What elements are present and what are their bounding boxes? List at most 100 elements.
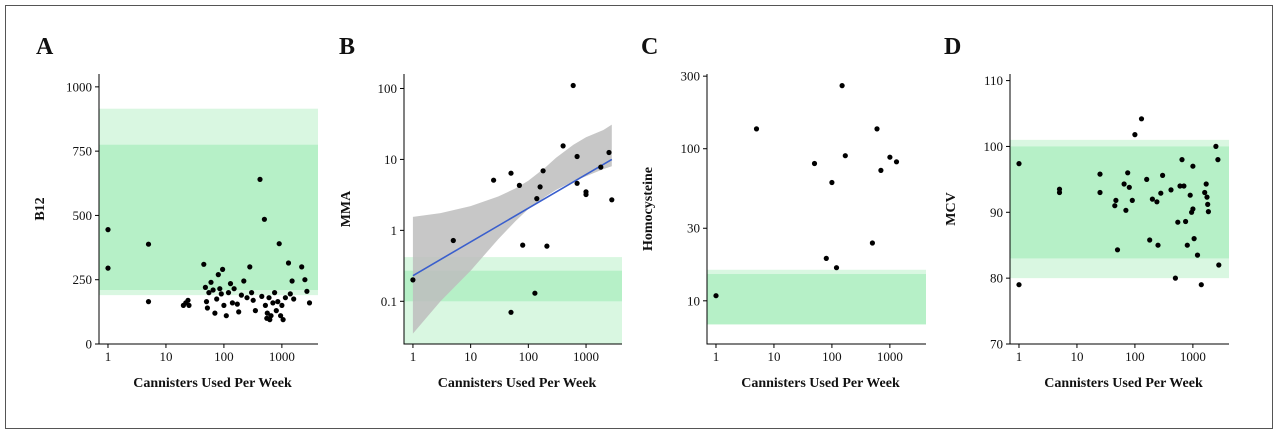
data-point [1183,218,1189,225]
data-point [1160,172,1166,178]
data-point [1190,163,1196,169]
reference-band [99,144,318,290]
data-point [304,288,310,294]
data-point [1016,161,1022,167]
data-point [214,296,220,302]
data-point [272,290,278,296]
data-point [1204,194,1210,200]
x-tick-label: 10 [767,349,780,364]
data-point [299,264,305,270]
data-point [185,297,191,303]
data-point [410,277,416,283]
data-point [583,189,589,195]
data-point [1187,192,1193,198]
data-point [1016,282,1022,288]
data-point [212,310,218,316]
data-point [1158,190,1164,196]
data-point [1114,247,1121,253]
data-point [105,265,111,271]
panel-b: 1 10 100 1000 0.1 1 10 100 Cannisters Used Per W… [339,34,622,391]
x-tick-label: 10 [1070,349,1083,364]
data-point [186,302,192,308]
data-point [606,149,612,156]
data-point [252,308,258,314]
data-point [201,261,207,267]
data-point [1097,171,1103,177]
data-point [221,302,227,308]
y-tick-label: 0 [86,337,93,352]
data-point [1203,181,1209,187]
data-point [218,291,224,297]
data-point [247,264,253,270]
data-point [491,177,497,183]
data-point [203,299,210,305]
data-point [1205,209,1211,215]
x-tick-label: 1000 [877,349,903,364]
data-point [268,313,274,319]
data-point [534,196,540,202]
data-point [811,160,818,167]
x-tick-label: 1000 [573,349,599,364]
panel-a: 1 10 100 1000 0 250 500 750 1000 Cannisters Used … [33,34,318,391]
reference-band [1010,146,1229,259]
data-point [273,308,279,314]
y-tick-label: 250 [73,272,93,287]
data-point [259,293,265,299]
data-point [241,278,247,284]
data-point [204,305,210,311]
data-point [1056,189,1063,196]
data-point [1179,157,1185,163]
y-tick-label: 100 [984,139,1004,154]
panel-letter: A [36,34,54,60]
data-point [236,309,242,315]
x-tick-label: 1 [713,349,720,364]
x-tick-label: 100 [1125,349,1145,364]
data-point [210,287,216,293]
x-tick-label: 1000 [269,349,295,364]
data-point [1144,176,1150,182]
data-point [229,300,235,306]
data-point [516,182,523,188]
x-axis-title: Cannisters Used Per Week [1044,376,1203,391]
data-point [1168,187,1174,193]
data-point [1121,181,1127,187]
data-point [609,197,615,203]
x-tick-label: 10 [464,349,477,364]
data-point [291,296,297,302]
data-point [306,300,313,306]
data-point [893,159,900,165]
data-point [1097,189,1103,196]
data-point [540,168,546,174]
data-point [874,126,880,132]
data-point [280,317,286,323]
data-point [262,302,268,308]
x-axis-title: Cannisters Used Per Week [438,376,597,391]
data-point [266,295,272,301]
x-axis-title: Cannisters Used Per Week [741,376,900,391]
y-tick-label: 30 [687,221,700,236]
y-tick-label: 90 [990,205,1003,220]
data-point [244,295,250,301]
data-point [279,302,285,308]
panel-letter: B [339,34,355,60]
x-tick-label: 1000 [1180,349,1206,364]
x-tick-label: 100 [519,349,539,364]
x-tick-label: 1 [410,349,417,364]
data-point [1172,275,1178,281]
confidence-band [412,124,612,334]
data-point [574,153,580,160]
panel-letter: C [641,34,658,60]
y-tick-label: 100 [378,81,398,96]
y-tick-label: 70 [990,337,1003,352]
y-tick-label: 300 [681,69,701,84]
data-point [285,260,292,266]
y-axis-title: MCV [944,192,959,225]
data-point [574,180,580,186]
data-point [234,301,240,307]
data-point [1112,203,1118,209]
data-point [206,290,212,296]
y-tick-label: 0.1 [381,294,397,309]
data-point [1190,206,1196,212]
